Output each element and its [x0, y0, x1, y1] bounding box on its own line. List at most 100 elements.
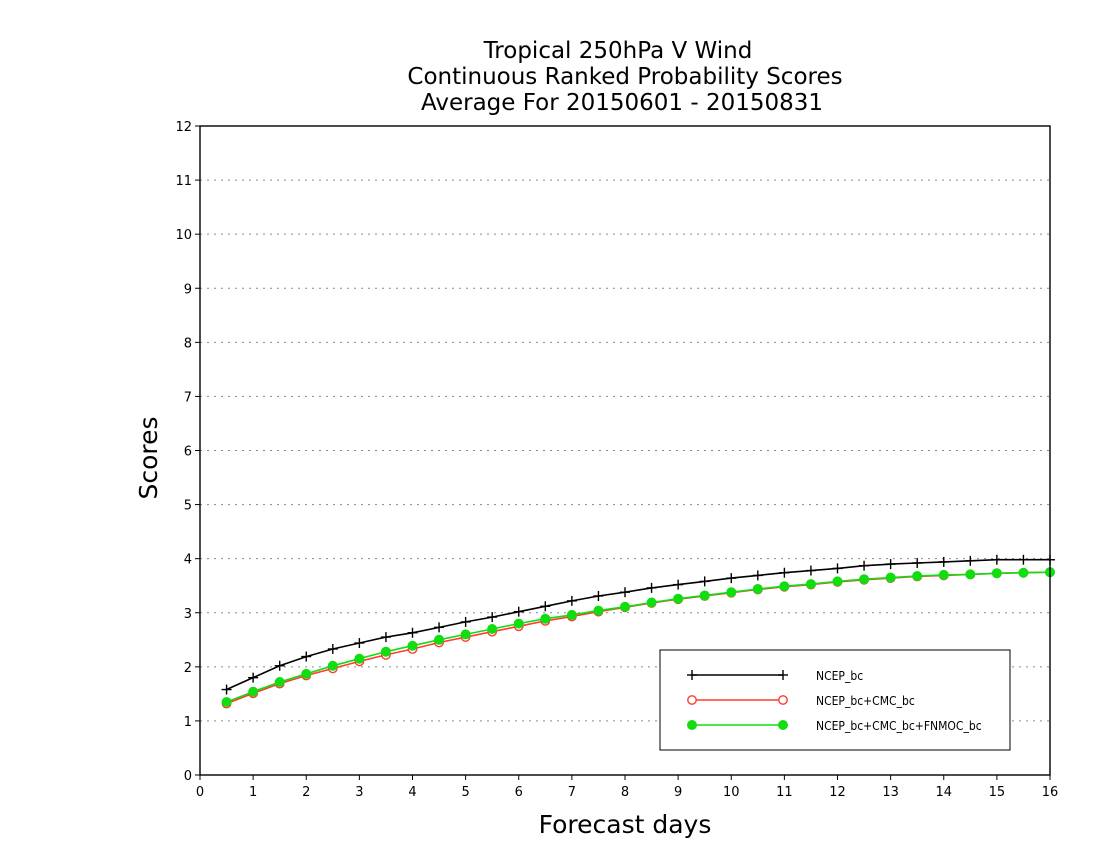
data-point — [566, 609, 577, 620]
data-point — [221, 684, 232, 695]
data-point — [593, 590, 604, 601]
y-tick-label: 6 — [184, 445, 192, 460]
grid — [200, 179, 1050, 722]
data-point — [805, 579, 816, 590]
data-point — [1018, 554, 1029, 565]
data-point — [832, 563, 843, 574]
x-tick-label: 4 — [408, 785, 416, 800]
x-tick-label: 11 — [776, 785, 793, 800]
data-point — [327, 643, 338, 654]
x-axis-label: Forecast days — [539, 810, 712, 839]
legend-label: NCEP_bc — [816, 669, 863, 683]
data-point — [248, 672, 259, 683]
data-point — [779, 581, 790, 592]
data-point — [778, 695, 788, 705]
x-tick-label: 14 — [935, 785, 952, 800]
data-point — [434, 634, 445, 645]
data-point — [1018, 567, 1029, 578]
y-tick-label: 7 — [184, 390, 192, 405]
y-tick-label: 10 — [175, 228, 192, 243]
chart-title-line-3: Average For 20150601 - 20150831 — [421, 90, 823, 116]
data-point — [779, 567, 790, 578]
data-point — [938, 556, 949, 567]
y-tick-label: 3 — [184, 607, 192, 622]
y-tick-label: 12 — [175, 120, 192, 135]
data-point — [380, 632, 391, 643]
data-point — [354, 653, 365, 664]
x-tick-label: 8 — [621, 785, 629, 800]
data-point — [301, 668, 312, 679]
data-point — [938, 569, 949, 580]
data-point — [327, 660, 338, 671]
data-point — [885, 559, 896, 570]
x-tick-label: 15 — [989, 785, 1006, 800]
x-tick-label: 2 — [302, 785, 310, 800]
data-point — [885, 572, 896, 583]
data-point — [434, 622, 445, 633]
data-point — [687, 670, 697, 680]
y-tick-label: 4 — [184, 553, 192, 568]
data-point — [620, 587, 630, 598]
data-point — [687, 695, 697, 705]
data-point — [726, 587, 737, 598]
y-tick-label: 0 — [184, 769, 192, 784]
x-tick-label: 13 — [882, 785, 899, 800]
y-tick-label: 11 — [175, 174, 192, 189]
plot-frame — [199, 125, 1051, 776]
y-axis-label: Scores — [134, 416, 163, 499]
legend-entry: NCEP_bc+CMC_bc — [687, 694, 915, 708]
data-point — [673, 579, 684, 590]
data-point — [673, 593, 684, 604]
y-tick-label: 8 — [184, 336, 192, 351]
data-point — [513, 618, 524, 629]
x-tick-label: 16 — [1042, 785, 1059, 800]
data-point — [778, 670, 788, 680]
data-point — [354, 638, 365, 649]
series-NCEP_bc+CMC_bc+FNMOC_bc — [221, 567, 1056, 707]
chart-title-line-2: Continuous Ranked Probability Scores — [407, 64, 842, 90]
legend-entries: NCEP_bc NCEP_bc+CMC_bc NCEP_bc+CMC_bc+FNMO… — [687, 669, 982, 733]
data-point — [912, 570, 923, 581]
x-tick-label: 9 — [674, 785, 682, 800]
legend-label: NCEP_bc+CMC_bc — [816, 694, 915, 708]
x-tick-label: 0 — [196, 785, 204, 800]
data-point — [752, 583, 763, 594]
x-tick-label: 7 — [568, 785, 576, 800]
data-point — [687, 720, 698, 731]
data-point — [540, 613, 551, 624]
series-NCEP_bc — [221, 554, 1055, 695]
data-point — [620, 601, 631, 612]
data-point — [407, 640, 418, 651]
y-tick-label: 1 — [184, 715, 192, 730]
y-tick-label: 2 — [184, 661, 192, 676]
data-point — [699, 590, 710, 601]
data-point — [274, 660, 285, 671]
chart-title-line-1: Tropical 250hPa V Wind — [483, 38, 753, 64]
data-point — [593, 605, 604, 616]
data-point — [726, 573, 737, 584]
chart-title: Tropical 250hPa V Wind Continuous Ranked… — [407, 38, 842, 116]
y-tick-label: 9 — [184, 282, 192, 297]
data-point — [566, 595, 577, 606]
data-point — [301, 651, 312, 662]
x-tick-label: 10 — [723, 785, 740, 800]
data-point — [407, 627, 418, 638]
data-point — [778, 720, 789, 731]
data-point — [460, 629, 471, 640]
data-point — [991, 568, 1002, 579]
x-tick-label: 12 — [829, 785, 846, 800]
data-point — [965, 555, 976, 566]
data-point — [487, 623, 498, 634]
x-tick-label: 1 — [249, 785, 257, 800]
data-point — [832, 576, 843, 587]
x-tick-label: 3 — [355, 785, 363, 800]
legend-label: NCEP_bc+CMC_bc+FNMOC_bc — [816, 719, 982, 733]
data-point — [513, 606, 524, 617]
data-point — [646, 597, 657, 608]
data-point — [699, 576, 710, 587]
data-point — [646, 582, 657, 593]
data-point — [460, 616, 471, 627]
data-point — [805, 565, 816, 576]
